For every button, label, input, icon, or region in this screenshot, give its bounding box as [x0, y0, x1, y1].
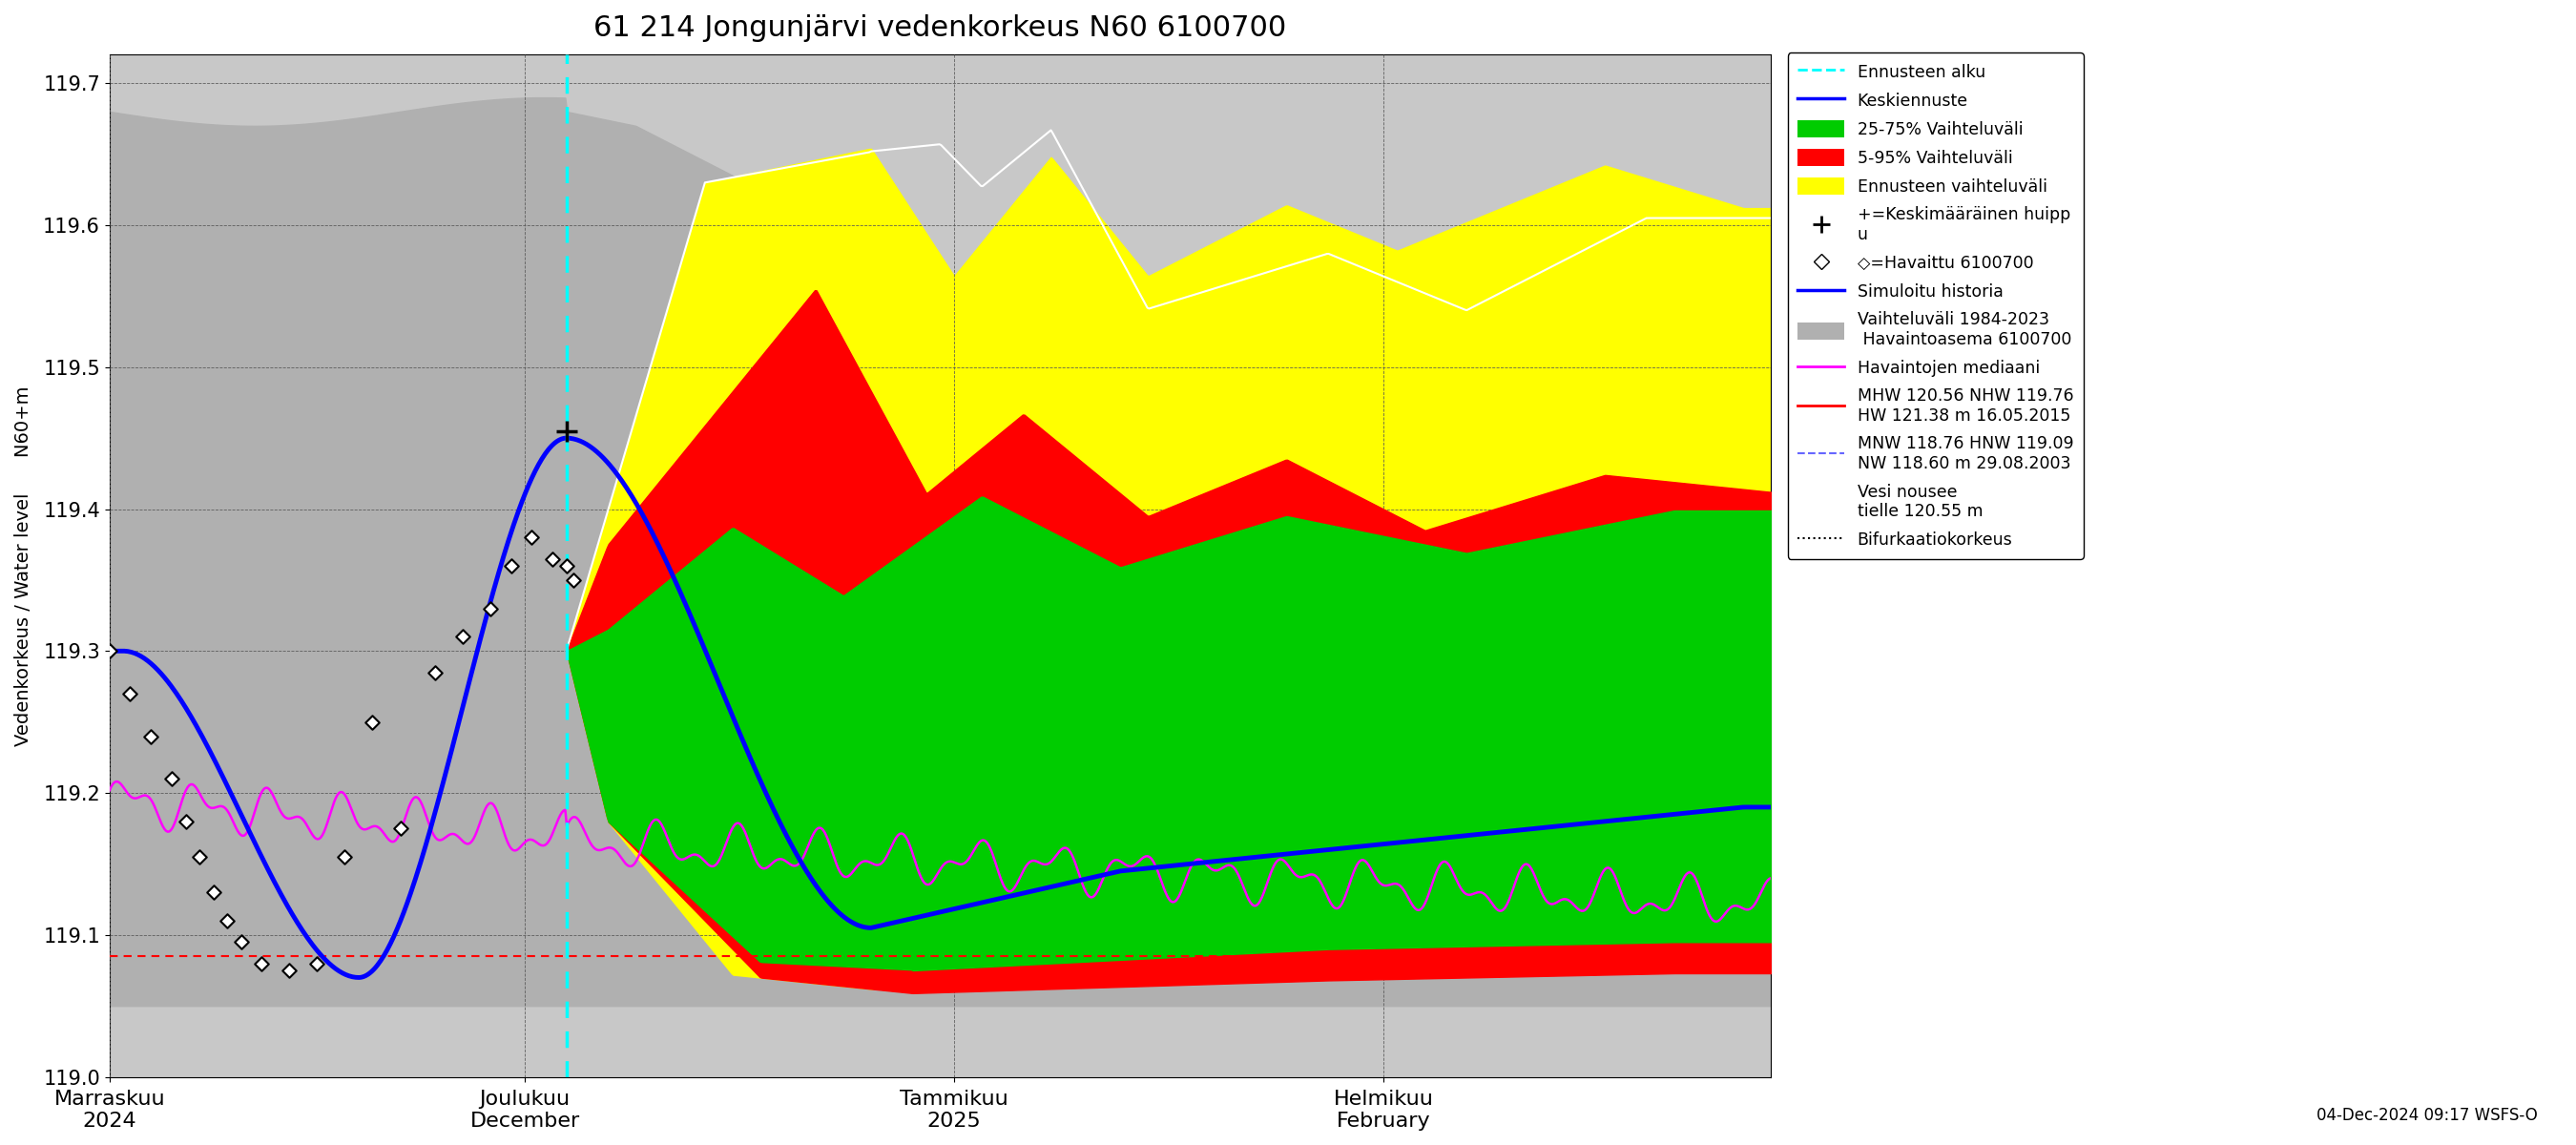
Y-axis label: Vedenkorkeus / Water level      N60+m: Vedenkorkeus / Water level N60+m: [15, 386, 33, 745]
Legend: Ennusteen alku, Keskiennuste, 25-75% Vaihteluväli, 5-95% Vaihteluväli, Ennusteen: Ennusteen alku, Keskiennuste, 25-75% Vai…: [1788, 53, 2084, 559]
Title: 61 214 Jongunjärvi vedenkorkeus N60 6100700: 61 214 Jongunjärvi vedenkorkeus N60 6100…: [595, 14, 1288, 42]
Text: 04-Dec-2024 09:17 WSFS-O: 04-Dec-2024 09:17 WSFS-O: [2316, 1107, 2537, 1124]
Point: [415, 663, 456, 681]
Point: [379, 820, 420, 838]
Point: [193, 883, 234, 901]
Point: [268, 962, 309, 980]
Point: [131, 727, 173, 745]
Point: [510, 528, 551, 546]
Point: [165, 812, 206, 830]
Point: [325, 847, 366, 866]
Point: [469, 599, 510, 617]
Point: [242, 954, 283, 972]
Point: [443, 627, 484, 646]
Point: [178, 847, 219, 866]
Point: [206, 911, 247, 930]
Point: [296, 954, 337, 972]
Point: [353, 713, 394, 732]
Point: [554, 571, 595, 590]
Point: [533, 550, 574, 568]
Point: [111, 685, 152, 703]
Point: [88, 642, 129, 661]
Point: [546, 556, 587, 575]
Point: [489, 556, 531, 575]
Point: [222, 933, 263, 951]
Point: [152, 769, 193, 788]
